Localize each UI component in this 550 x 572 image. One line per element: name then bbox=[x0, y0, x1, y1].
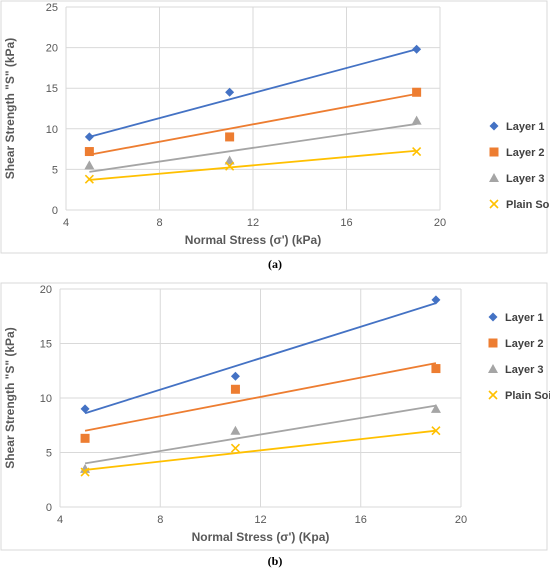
data-point bbox=[225, 87, 235, 97]
legend-label: Layer 1 bbox=[505, 312, 544, 324]
y-tick-label: 15 bbox=[40, 339, 52, 351]
data-point bbox=[230, 384, 240, 394]
data-point bbox=[230, 443, 241, 453]
legend-marker bbox=[489, 147, 499, 157]
trendline bbox=[89, 149, 417, 181]
x-tick-label: 8 bbox=[156, 217, 162, 229]
y-tick-label: 0 bbox=[52, 205, 58, 217]
chart-frame bbox=[0, 282, 548, 551]
x-stroke bbox=[488, 390, 498, 400]
x-tick-label: 4 bbox=[57, 514, 63, 526]
trendline bbox=[84, 362, 437, 432]
trendline bbox=[89, 92, 417, 156]
y-axis-title: Shear Strength "S" (kPa) bbox=[3, 38, 17, 179]
data-point bbox=[412, 44, 422, 54]
y-tick-label: 5 bbox=[46, 448, 52, 460]
series-layer-1 bbox=[80, 295, 441, 415]
trendline bbox=[84, 302, 437, 415]
y-tick-label: 10 bbox=[40, 393, 52, 405]
y-tick-label: 20 bbox=[40, 284, 52, 296]
chart-b-svg: 0 5 10 15 20 4 8 12 16 20 Normal Stress (σ') (Kpa)… bbox=[0, 282, 550, 551]
y-axis-title: Shear Strength "S" (kPa) bbox=[3, 327, 17, 468]
data-point bbox=[412, 87, 422, 97]
x-tick-label: 12 bbox=[247, 217, 259, 229]
legend-marker bbox=[489, 121, 499, 131]
trendline bbox=[89, 123, 417, 173]
legend-label: Layer 2 bbox=[506, 147, 545, 159]
legend-marker bbox=[488, 364, 498, 373]
legend: Layer 1 Layer 2 Layer 3 Plain Soil bbox=[488, 312, 550, 402]
data-point bbox=[80, 433, 90, 443]
x-stroke bbox=[84, 174, 94, 184]
data-point bbox=[412, 146, 422, 157]
x-tick-label: 8 bbox=[157, 514, 163, 526]
data-point bbox=[84, 147, 94, 157]
x-tick-label: 16 bbox=[340, 217, 352, 229]
series-layer-2 bbox=[84, 87, 422, 157]
y-tick-label: 0 bbox=[46, 502, 52, 514]
series-plain-soil bbox=[84, 146, 422, 184]
data-point bbox=[230, 425, 241, 435]
x-axis-title: Normal Stress (σ') (kPa) bbox=[185, 233, 321, 247]
legend-marker bbox=[488, 312, 498, 322]
x-tick-label: 12 bbox=[254, 514, 266, 526]
data-point bbox=[230, 371, 240, 381]
series-layer-1 bbox=[84, 44, 422, 142]
gridlines bbox=[59, 288, 462, 508]
data-point bbox=[225, 161, 235, 171]
legend-label: Plain Soil bbox=[506, 199, 550, 211]
x-stroke bbox=[412, 146, 422, 157]
series-layer-3 bbox=[84, 115, 422, 173]
legend-marker bbox=[488, 338, 498, 348]
data-point bbox=[80, 404, 90, 414]
legend-marker bbox=[489, 173, 499, 182]
chart-a-svg: 0 5 10 15 20 25 4 8 12 16 20 Normal Stress (σ') (kP… bbox=[0, 0, 550, 254]
chart-frame bbox=[0, 0, 548, 254]
x-tick-label: 20 bbox=[434, 217, 446, 229]
series-layer-2 bbox=[80, 362, 441, 443]
trendline bbox=[89, 48, 417, 138]
chart-b-caption: (b) bbox=[267, 554, 283, 568]
series-plain-soil bbox=[80, 426, 441, 477]
data-point bbox=[431, 426, 441, 436]
trendline bbox=[84, 429, 437, 471]
legend-marker bbox=[489, 199, 499, 209]
chart-a-caption: (a) bbox=[268, 257, 282, 271]
trendline bbox=[84, 404, 437, 465]
y-tick-label: 20 bbox=[46, 43, 58, 55]
x-stroke bbox=[230, 443, 241, 453]
y-tick-label: 10 bbox=[46, 124, 58, 136]
data-point bbox=[84, 160, 95, 170]
data-point bbox=[84, 132, 94, 142]
data-point bbox=[80, 467, 90, 477]
legend: Layer 1 Layer 2 Layer 3 Plain Soil bbox=[489, 121, 550, 211]
chart-b: 0 5 10 15 20 4 8 12 16 20 Normal Stress (σ') (Kpa)… bbox=[0, 282, 550, 572]
x-tick-label: 16 bbox=[355, 514, 367, 526]
x-stroke bbox=[225, 161, 235, 171]
gridlines bbox=[65, 6, 441, 211]
legend-label: Layer 1 bbox=[506, 121, 545, 133]
legend-label: Layer 2 bbox=[505, 338, 544, 350]
data-point bbox=[225, 132, 235, 142]
y-tick-label: 5 bbox=[52, 164, 58, 176]
legend-label: Layer 3 bbox=[505, 364, 544, 376]
data-point bbox=[431, 364, 441, 374]
x-stroke bbox=[431, 426, 441, 436]
chart-a: 0 5 10 15 20 25 4 8 12 16 20 Normal Stress (σ') (kP… bbox=[0, 0, 550, 275]
data-point bbox=[224, 155, 235, 165]
y-tick-label: 15 bbox=[46, 83, 58, 95]
x-stroke bbox=[80, 467, 90, 477]
data-point bbox=[430, 403, 441, 413]
legend-label: Layer 3 bbox=[506, 173, 545, 185]
legend-marker bbox=[488, 390, 498, 400]
x-tick-label: 4 bbox=[63, 217, 69, 229]
x-stroke bbox=[489, 199, 499, 209]
x-axis-title: Normal Stress (σ') (Kpa) bbox=[192, 530, 330, 544]
data-point bbox=[411, 115, 422, 125]
x-tick-label: 20 bbox=[455, 514, 467, 526]
y-tick-label: 25 bbox=[46, 2, 58, 14]
data-point bbox=[84, 174, 94, 184]
legend-label: Plain Soil bbox=[505, 390, 550, 402]
data-point bbox=[431, 295, 441, 305]
